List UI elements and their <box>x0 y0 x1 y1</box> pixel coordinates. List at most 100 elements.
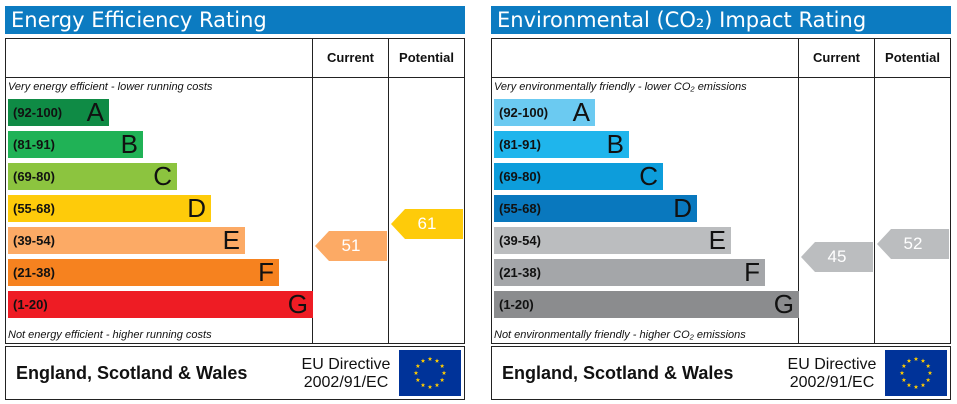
band-letter: C <box>639 161 658 191</box>
current-column-header: Current <box>813 50 860 65</box>
bottom-caption: Not energy efficient - higher running co… <box>8 329 212 341</box>
band-e: (39-54) E <box>494 225 731 255</box>
current-rating-arrow: 45 <box>801 242 873 272</box>
eu-directive: EU Directive 2002/91/EC <box>776 356 888 392</box>
band-range-label: (92-100) <box>13 105 63 120</box>
band-b: (81-91) B <box>494 129 629 159</box>
band-letter: G <box>287 289 308 319</box>
band-range-label: (39-54) <box>13 233 55 248</box>
directive-line-2: 2002/91/EC <box>303 374 389 391</box>
star-icon <box>906 382 912 388</box>
divider <box>312 39 313 343</box>
star-icon <box>899 370 905 375</box>
star-icon <box>434 358 440 363</box>
star-icon <box>441 370 447 375</box>
band-letter: D <box>673 193 692 223</box>
band-range-label: (92-100) <box>499 105 549 120</box>
star-icon <box>427 356 433 361</box>
directive-line-1: EU Directive <box>787 356 877 373</box>
band-c: (69-80) C <box>494 161 663 191</box>
band-letter: G <box>773 289 794 319</box>
directive-line-2: 2002/91/EC <box>789 374 875 391</box>
star-icon <box>913 356 919 361</box>
band-a: (92-100) A <box>8 97 109 127</box>
star-icon <box>413 370 419 375</box>
star-icon <box>920 358 926 363</box>
band-letter: A <box>86 97 104 127</box>
band-range-label: (1-20) <box>499 297 534 312</box>
current-rating-arrow: 51 <box>315 231 387 261</box>
band-range-label: (69-80) <box>13 169 55 184</box>
energy-efficiency-panel: Energy Efficiency Rating Current Potenti… <box>5 6 465 400</box>
environmental-impact-panel: Environmental (CO₂) Impact Rating Curren… <box>491 6 951 400</box>
band-b: (81-91) B <box>8 129 143 159</box>
potential-column-header: Potential <box>885 50 940 65</box>
panel-title: Energy Efficiency Rating <box>5 6 465 34</box>
potential-rating-value: 52 <box>903 234 923 253</box>
divider <box>492 77 950 78</box>
band-f: (21-38) F <box>8 257 279 287</box>
star-icon <box>439 377 445 382</box>
band-e: (39-54) E <box>8 225 245 255</box>
band-g: (1-20) G <box>8 289 313 319</box>
band-d: (55-68) D <box>8 193 211 223</box>
footer: England, Scotland & Wales EU Directive 2… <box>491 346 951 400</box>
band-range-label: (55-68) <box>13 201 55 216</box>
divider <box>874 39 875 343</box>
eu-directive: EU Directive 2002/91/EC <box>290 356 402 392</box>
top-caption: Very environmentally friendly - lower CO… <box>494 81 747 93</box>
current-column-header: Current <box>327 50 374 65</box>
band-range-label: (21-38) <box>13 265 55 280</box>
bottom-caption: Not environmentally friendly - higher CO… <box>494 329 746 341</box>
region-label: England, Scotland & Wales <box>16 363 248 383</box>
rating-table: Current Potential Very energy efficient … <box>5 38 465 344</box>
band-range-label: (69-80) <box>499 169 541 184</box>
divider <box>798 39 799 343</box>
band-letter: D <box>187 193 206 223</box>
potential-column-header: Potential <box>399 50 454 65</box>
band-letter: A <box>572 97 590 127</box>
star-icon <box>415 363 421 368</box>
current-rating-value: 45 <box>827 247 847 266</box>
directive-line-1: EU Directive <box>301 356 391 373</box>
band-letter: C <box>153 161 172 191</box>
star-icon <box>901 377 907 382</box>
band-a: (92-100) A <box>494 97 595 127</box>
star-icon <box>901 363 907 368</box>
potential-rating-value: 61 <box>417 214 437 233</box>
footer: England, Scotland & Wales EU Directive 2… <box>5 346 465 400</box>
band-f: (21-38) F <box>494 257 765 287</box>
band-range-label: (1-20) <box>13 297 48 312</box>
star-icon <box>439 363 445 368</box>
star-icon <box>415 377 421 382</box>
band-g: (1-20) G <box>494 289 799 319</box>
eu-flag-icon <box>399 350 461 396</box>
band-d: (55-68) D <box>494 193 697 223</box>
rating-table: Current Potential Very environmentally f… <box>491 38 951 344</box>
band-range-label: (55-68) <box>499 201 541 216</box>
potential-rating-arrow: 61 <box>391 209 463 239</box>
band-c: (69-80) C <box>8 161 177 191</box>
region-label: England, Scotland & Wales <box>502 363 734 383</box>
star-icon <box>427 384 433 389</box>
star-icon <box>920 382 926 388</box>
band-range-label: (81-91) <box>499 137 541 152</box>
divider <box>388 39 389 343</box>
star-icon <box>420 382 426 388</box>
star-icon <box>434 382 440 388</box>
band-range-label: (39-54) <box>499 233 541 248</box>
band-letter: E <box>708 225 726 255</box>
potential-rating-arrow: 52 <box>877 229 949 259</box>
band-letter: B <box>606 129 624 159</box>
current-rating-value: 51 <box>341 236 361 255</box>
top-caption: Very energy efficient - lower running co… <box>8 81 213 93</box>
star-icon <box>925 363 931 368</box>
divider <box>6 77 464 78</box>
star-icon <box>420 358 426 363</box>
panel-title: Environmental (CO₂) Impact Rating <box>491 6 951 34</box>
star-icon <box>925 377 931 382</box>
band-letter: B <box>120 129 138 159</box>
star-icon <box>927 370 933 375</box>
band-range-label: (21-38) <box>499 265 541 280</box>
band-letter: F <box>744 257 760 287</box>
